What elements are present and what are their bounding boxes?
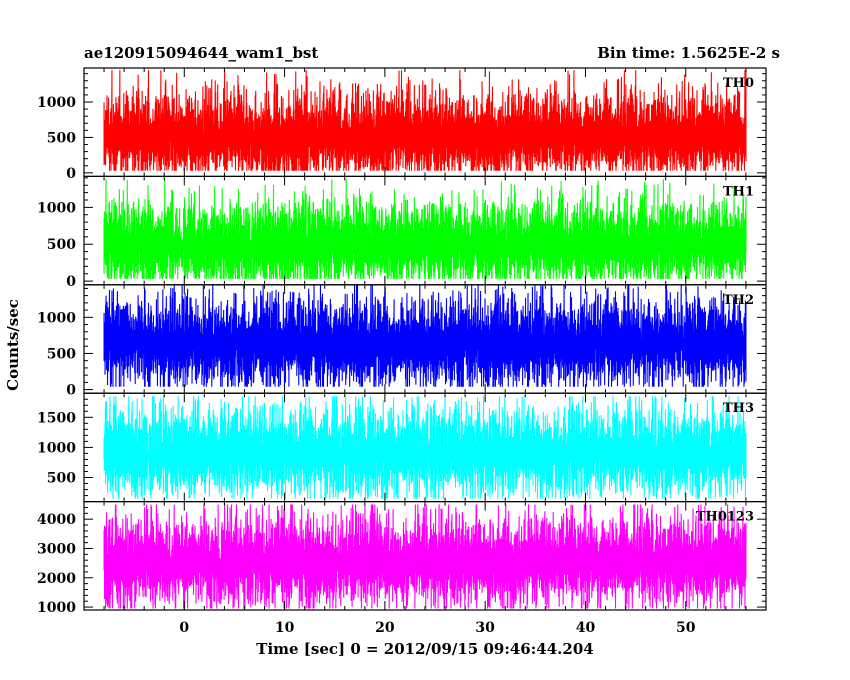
series-th1-line	[103, 179, 747, 279]
panel-th0123: 1000 2000 3000 4000 TH0123	[37, 501, 767, 616]
panel-th3: 500 1000 1500 TH3	[37, 392, 767, 503]
panel-th2: 0 500 1000 TH2	[37, 284, 767, 399]
y-tick-label: 1000	[37, 310, 76, 326]
panels-group: 0 500 1000 TH0 0 500 1000 TH1 0 500 1000 TH2 500 1000…	[37, 67, 767, 616]
x-tick-label: 0	[179, 620, 189, 636]
x-tick-labels: 0 10 20 30 40 50	[179, 620, 695, 636]
panel-label-th0123: TH0123	[696, 510, 754, 525]
y-tick-label: 500	[47, 237, 76, 253]
chart-title: ae120915094644_wam1_bst	[84, 44, 318, 62]
y-tick-label: 2000	[37, 571, 76, 587]
chart-subtitle: Bin time: 1.5625E-2 s	[597, 44, 780, 62]
y-tick-label: 4000	[37, 512, 76, 528]
y-tick-label: 500	[47, 130, 76, 146]
y-tick-label: 0	[66, 166, 76, 182]
y-tick-label: 3000	[37, 541, 76, 557]
y-tick-label: 1000	[37, 600, 76, 616]
y-tick-label: 0	[66, 383, 76, 399]
y-tick-label: 500	[47, 346, 76, 362]
series-th0-line	[103, 70, 747, 171]
y-tick-label: 1000	[37, 95, 76, 111]
x-tick-label: 50	[676, 620, 696, 636]
y-tick-label: 1000	[37, 200, 76, 216]
series-th2-line	[103, 284, 747, 387]
x-tick-label: 10	[275, 620, 295, 636]
panel-th0: 0 500 1000 TH0	[37, 67, 767, 182]
panel-label-th3: TH3	[723, 401, 754, 416]
y-tick-label: 500	[47, 471, 76, 487]
x-tick-label: 40	[576, 620, 596, 636]
y-tick-label: 1500	[37, 410, 76, 426]
y-axis-label: Counts/sec	[4, 299, 22, 391]
panel-th1: 0 500 1000 TH1	[37, 175, 767, 290]
panel-label-th1: TH1	[723, 184, 754, 199]
panel-label-th2: TH2	[723, 293, 754, 308]
x-tick-label: 30	[475, 620, 495, 636]
x-tick-label: 20	[375, 620, 395, 636]
y-tick-label: 1000	[37, 440, 76, 456]
panel-label-th0: TH0	[723, 76, 754, 91]
series-th3-line	[103, 396, 747, 499]
x-axis-label: Time [sec] 0 = 2012/09/15 09:46:44.204	[256, 640, 593, 658]
series-th0123-line	[103, 504, 747, 609]
y-tick-label: 0	[66, 274, 76, 290]
